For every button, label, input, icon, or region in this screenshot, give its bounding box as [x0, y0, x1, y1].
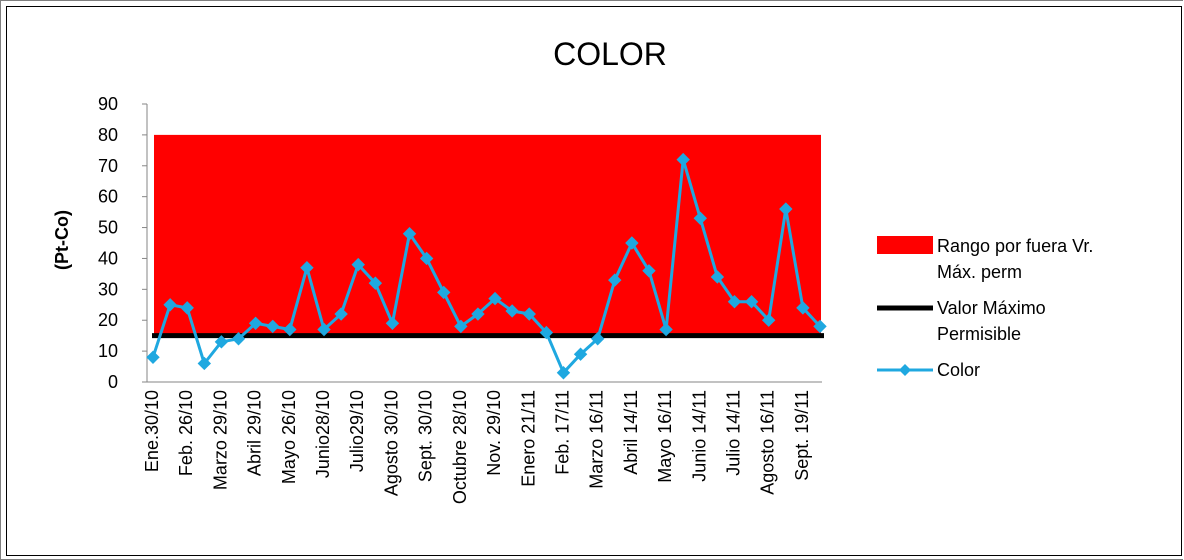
legend-swatch-range — [877, 236, 933, 254]
color-point — [266, 319, 280, 334]
y-tick-label: 70 — [98, 156, 118, 176]
color-point — [556, 366, 571, 380]
color-point — [454, 319, 468, 334]
legend-marker-color — [899, 364, 911, 376]
x-tick-label: Julio 14/11 — [723, 390, 743, 476]
color-point — [693, 211, 707, 225]
x-tick-label: Ene.30/10 — [142, 390, 162, 472]
color-point — [334, 307, 348, 321]
color-point — [180, 301, 194, 315]
color-point — [710, 270, 725, 284]
color-point — [385, 316, 400, 331]
color-point — [419, 251, 434, 266]
x-tick-label: Marzo 29/10 — [210, 390, 230, 490]
legend-label-max: Valor Máximo Permisible — [937, 298, 1046, 344]
x-tick-label: Enero 21/11 — [518, 390, 538, 487]
y-tick-label: 20 — [98, 310, 118, 330]
color-point — [539, 325, 554, 340]
color-point — [522, 307, 536, 321]
y-tick-label: 40 — [98, 248, 118, 268]
color-point — [146, 350, 160, 364]
color-series-line — [151, 158, 822, 375]
color-point — [642, 264, 656, 278]
color-point — [248, 316, 263, 331]
x-tick-label: Agosto 30/10 — [381, 390, 401, 496]
color-point — [197, 356, 212, 371]
color-point — [744, 294, 759, 309]
legend-label-max-line2: Permisible — [937, 324, 1021, 344]
y-axis-label: (Pt-Co) — [52, 210, 72, 270]
y-tick-label: 50 — [98, 218, 118, 238]
x-tick-label: Abril 29/10 — [245, 390, 265, 476]
color-point — [659, 322, 673, 337]
legend-label-color: Color — [937, 360, 980, 380]
chart-frame-inner — [6, 6, 1182, 556]
color-point — [573, 347, 588, 361]
color-point — [761, 313, 776, 327]
x-tick-label: Sept. 30/10 — [416, 390, 436, 482]
legend: Rango por fuera Vr. Máx. perm Valor Máximo… — [877, 236, 1093, 380]
color-point — [796, 301, 810, 315]
y-tick-label: 10 — [98, 341, 118, 361]
x-tick-label: Feb. 26/10 — [176, 390, 196, 476]
color-point — [471, 307, 485, 321]
color-point — [231, 332, 246, 346]
color-point — [300, 261, 314, 275]
color-point — [488, 291, 502, 306]
color-point — [163, 298, 177, 312]
color-point — [368, 276, 383, 290]
color-point — [727, 294, 742, 309]
legend-label-range-line2: Máx. perm — [937, 262, 1022, 282]
legend-label-range-line1: Rango por fuera Vr. — [937, 236, 1093, 256]
color-point — [779, 202, 793, 216]
color-point — [505, 304, 519, 318]
legend-label-max-line1: Valor Máximo — [937, 298, 1046, 318]
color-point — [676, 152, 690, 167]
x-tick-label: Octubre 28/10 — [450, 390, 470, 504]
color-point — [437, 285, 451, 300]
x-tick-label: Junio 14/11 — [689, 390, 709, 482]
x-tick-label: Sept. 19/11 — [792, 390, 812, 481]
color-point — [625, 236, 639, 250]
color-point — [608, 273, 622, 287]
color-point — [402, 227, 417, 241]
x-tick-label: Agosto 16/11 — [758, 390, 778, 495]
chart-title: COLOR — [553, 36, 667, 72]
x-tick-label: Nov. 29/10 — [484, 390, 504, 476]
out-of-range-area — [154, 134, 821, 336]
color-point — [351, 257, 365, 272]
x-tick-label: Marzo 16/11 — [587, 390, 607, 489]
x-tick-label: Julio29/10 — [347, 390, 367, 472]
y-tick-label: 30 — [98, 279, 118, 299]
y-tick-label: 90 — [98, 94, 118, 114]
x-tick-label: Feb. 17/11 — [552, 390, 572, 475]
legend-label-range: Rango por fuera Vr. Máx. perm — [937, 236, 1093, 282]
x-tick-label: Junio28/10 — [313, 390, 333, 478]
y-tick-label: 60 — [98, 187, 118, 207]
y-tick-label: 0 — [108, 372, 118, 392]
x-tick-label: Mayo 26/10 — [279, 390, 299, 484]
color-point — [317, 322, 331, 337]
x-tick-label: Abril 14/11 — [621, 390, 641, 475]
plot-area: 0 10 20 30 40 50 60 70 80 90 Ene.30/10 Feb. 26/10 Ma… — [98, 94, 827, 504]
color-point — [813, 319, 827, 334]
x-tick-label: Mayo 16/11 — [655, 390, 675, 483]
color-point — [214, 335, 229, 349]
color-point — [283, 322, 297, 337]
color-point — [590, 332, 605, 346]
y-tick-label: 80 — [98, 125, 118, 145]
